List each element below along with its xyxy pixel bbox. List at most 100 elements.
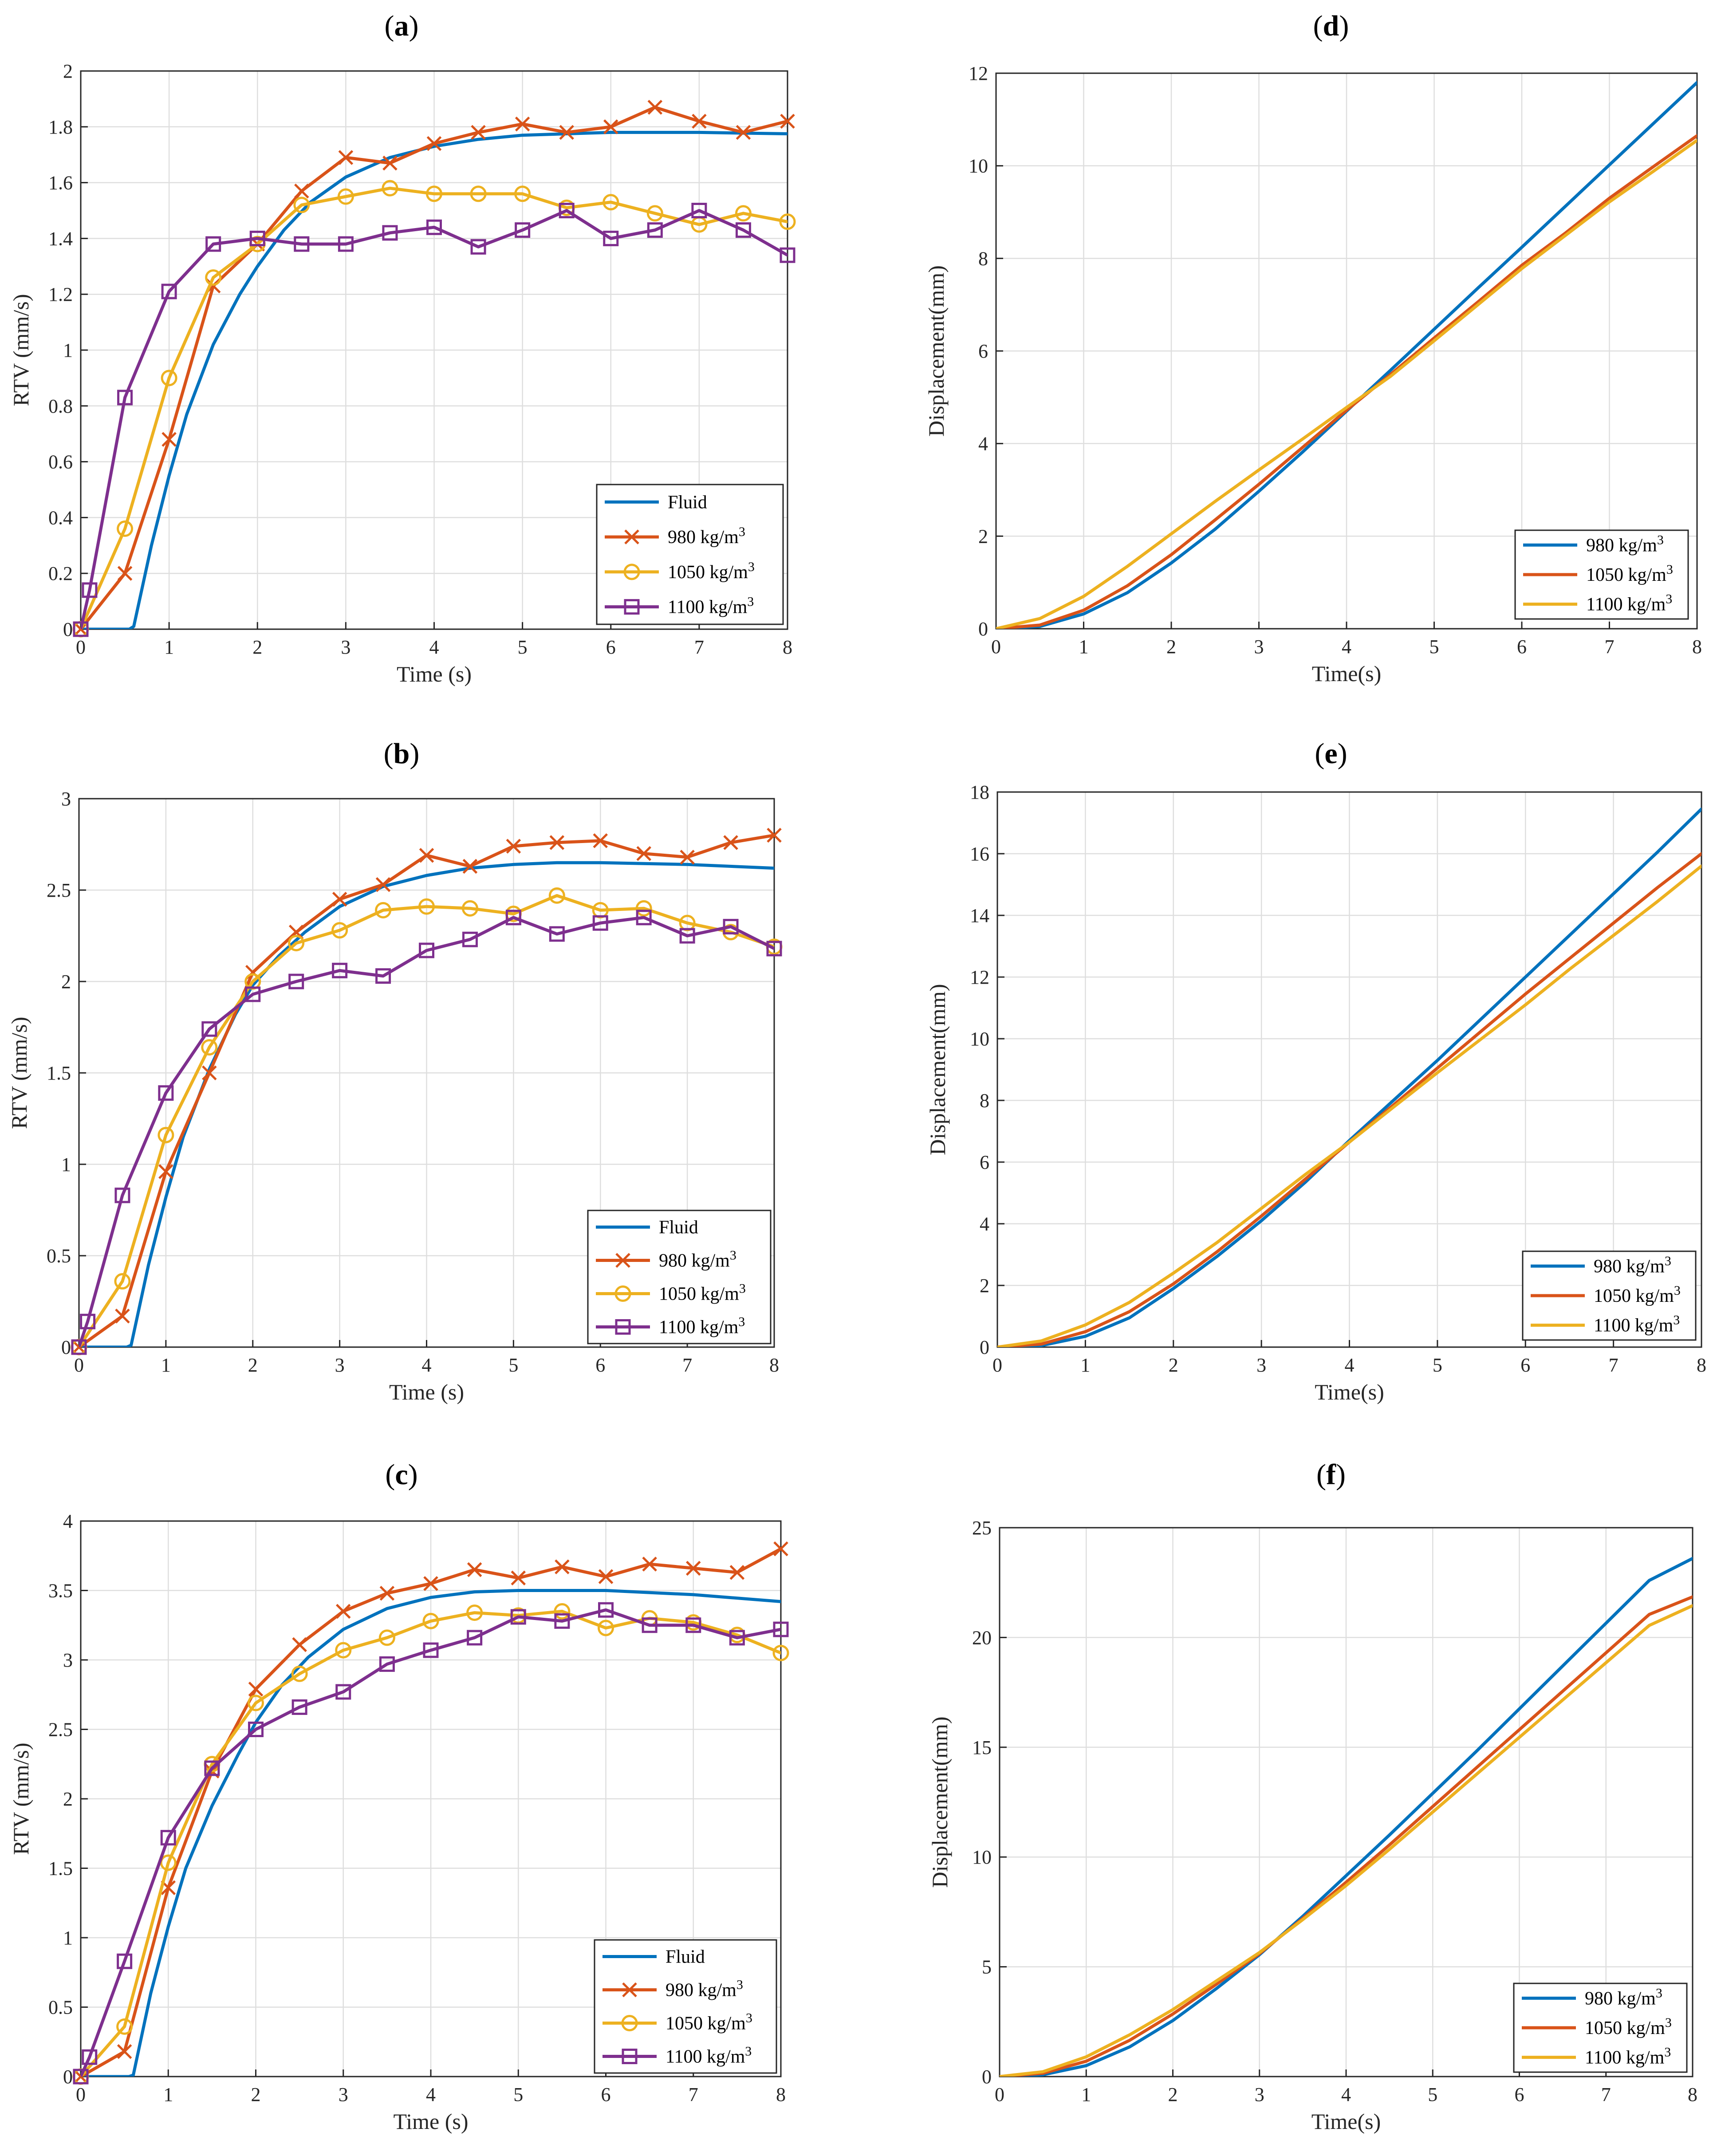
data-point (375, 968, 391, 984)
chart-panel-b: (b) 0 1 2 3 4 5 6 7 8 0 0.5 1 1.5 2 2.5 3 Time (s) RTV (mm… (7, 737, 783, 1404)
y-tick-label: 0.5 (48, 1997, 73, 2018)
legend-marker (621, 2015, 638, 2031)
data-point (288, 974, 304, 989)
y-tick-label: 1.5 (47, 1062, 71, 1084)
x-tick-label: 0 (992, 1354, 1002, 1376)
y-tick-label: 1.5 (48, 1858, 73, 1880)
data-point (592, 915, 608, 931)
x-tick-label: 2 (1169, 1354, 1178, 1376)
y-tick-label: 1 (63, 1927, 73, 1949)
x-tick-label: 2 (1166, 636, 1176, 658)
data-point (292, 1637, 307, 1652)
data-point (294, 183, 309, 199)
data-point (559, 203, 575, 218)
y-tick-label: 2 (978, 525, 988, 547)
x-tick-label: 4 (1345, 1354, 1355, 1376)
x-axis-label: Time (s) (393, 2109, 468, 2134)
y-tick-label: 14 (970, 905, 989, 926)
data-point (117, 520, 134, 537)
legend-marker (614, 1285, 631, 1302)
data-point (158, 1127, 174, 1143)
data-point (506, 839, 521, 854)
y-tick-label: 8 (978, 248, 988, 269)
series-line (79, 861, 774, 1347)
data-point (729, 1630, 745, 1646)
legend-entry: 1100 kg/m3 (1594, 1313, 1680, 1336)
legend-entry: 1100 kg/m3 (1586, 592, 1672, 615)
x-axis-label: Time(s) (1311, 2109, 1381, 2134)
legend: 980 kg/m3 1050 kg/m3 1100 kg/m3 (1522, 1250, 1697, 1341)
chart-panel-e: (e)0 1 2 3 4 5 6 7 8024681012141618Time(s)Displa… (925, 737, 1706, 1404)
x-tick-label: 4 (422, 1354, 432, 1376)
legend-entry: 1050 kg/m3 (1586, 562, 1673, 585)
legend-marker (615, 1319, 631, 1335)
legend-entry: 1050 kg/m3 (666, 2011, 752, 2034)
series-line (996, 134, 1697, 629)
data-point (114, 1187, 130, 1203)
y-tick-label: 0.2 (48, 563, 73, 584)
data-point (729, 1565, 745, 1580)
panel-label: (d) (1313, 10, 1349, 42)
data-point (375, 902, 392, 918)
data-point (723, 835, 738, 850)
series-line (81, 1609, 781, 2077)
x-tick-label: 6 (606, 636, 616, 658)
data-point (647, 222, 663, 238)
legend-marker (622, 2049, 638, 2064)
panel-label: (e) (1315, 737, 1347, 770)
data-point (291, 1665, 308, 1682)
data-point (82, 2049, 98, 2065)
x-tick-label: 4 (426, 2084, 436, 2105)
y-tick-label: 1 (61, 1154, 71, 1175)
data-point (335, 1684, 351, 1700)
data-point (335, 1642, 352, 1659)
data-point (735, 205, 752, 222)
x-tick-label: 2 (252, 636, 262, 658)
x-tick-label: 2 (248, 1354, 258, 1376)
data-point (646, 205, 663, 222)
x-tick-label: 6 (1515, 2084, 1524, 2105)
y-tick-label: 1 (63, 339, 73, 361)
data-point (419, 942, 434, 958)
panel-label: (a) (385, 10, 419, 42)
x-tick-label: 2 (1168, 2084, 1178, 2105)
x-tick-label: 7 (694, 636, 704, 658)
data-point (510, 1609, 526, 1625)
data-point (117, 566, 133, 581)
data-point (598, 1620, 614, 1636)
legend-entry: 1050 kg/m3 (1594, 1283, 1681, 1306)
x-tick-label: 7 (682, 1354, 692, 1376)
data-point (554, 1603, 571, 1620)
x-tick-label: 6 (601, 2084, 611, 2105)
x-tick-label: 4 (429, 636, 439, 658)
series-1100-kg-m3 (71, 910, 782, 1355)
data-point (245, 986, 261, 1002)
series-1050-kg-m3 (996, 134, 1697, 629)
series-1100-kg-m3 (996, 138, 1697, 629)
series-1050-kg-m3 (1000, 1595, 1693, 2077)
x-tick-label: 0 (991, 636, 1001, 658)
data-point (158, 1085, 174, 1101)
legend: Fluid 980 kg/m3 1050 kg/m3 1100 kg/m3 (587, 1210, 772, 1344)
data-point (161, 370, 177, 386)
data-point (642, 1557, 657, 1572)
y-tick-label: 1.4 (48, 228, 73, 249)
data-point (160, 1854, 177, 1871)
data-point (635, 900, 652, 917)
data-point (723, 918, 739, 934)
data-point (418, 898, 435, 915)
data-point (555, 1559, 570, 1575)
data-point (288, 934, 305, 951)
x-tick-label: 3 (1256, 1354, 1266, 1376)
y-tick-label: 0 (978, 618, 988, 640)
data-point (461, 900, 478, 917)
data-point (685, 1617, 701, 1633)
data-point (772, 1644, 789, 1661)
data-point (779, 213, 796, 230)
series-line (996, 138, 1697, 629)
x-tick-label: 5 (508, 1354, 518, 1376)
data-point (117, 390, 133, 406)
data-point (201, 1039, 218, 1056)
series-1100-kg-m3 (73, 1602, 789, 2085)
legend-entry: 980 kg/m3 (1585, 1986, 1662, 2009)
